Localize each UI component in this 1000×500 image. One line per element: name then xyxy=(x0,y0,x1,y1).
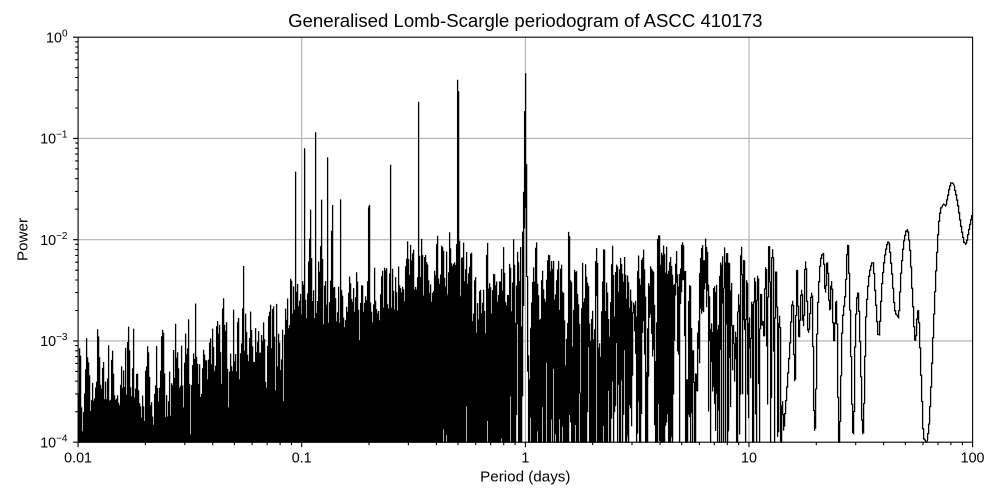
svg-text:Period (days): Period (days) xyxy=(480,468,570,485)
svg-text:1: 1 xyxy=(521,450,529,466)
svg-text:100: 100 xyxy=(961,450,985,466)
svg-text:0.01: 0.01 xyxy=(64,450,92,466)
svg-text:0.1: 0.1 xyxy=(292,450,312,466)
svg-text:Generalised Lomb-Scargle perio: Generalised Lomb-Scargle periodogram of … xyxy=(288,10,762,31)
svg-text:10: 10 xyxy=(741,450,757,466)
svg-text:Power: Power xyxy=(14,218,31,261)
